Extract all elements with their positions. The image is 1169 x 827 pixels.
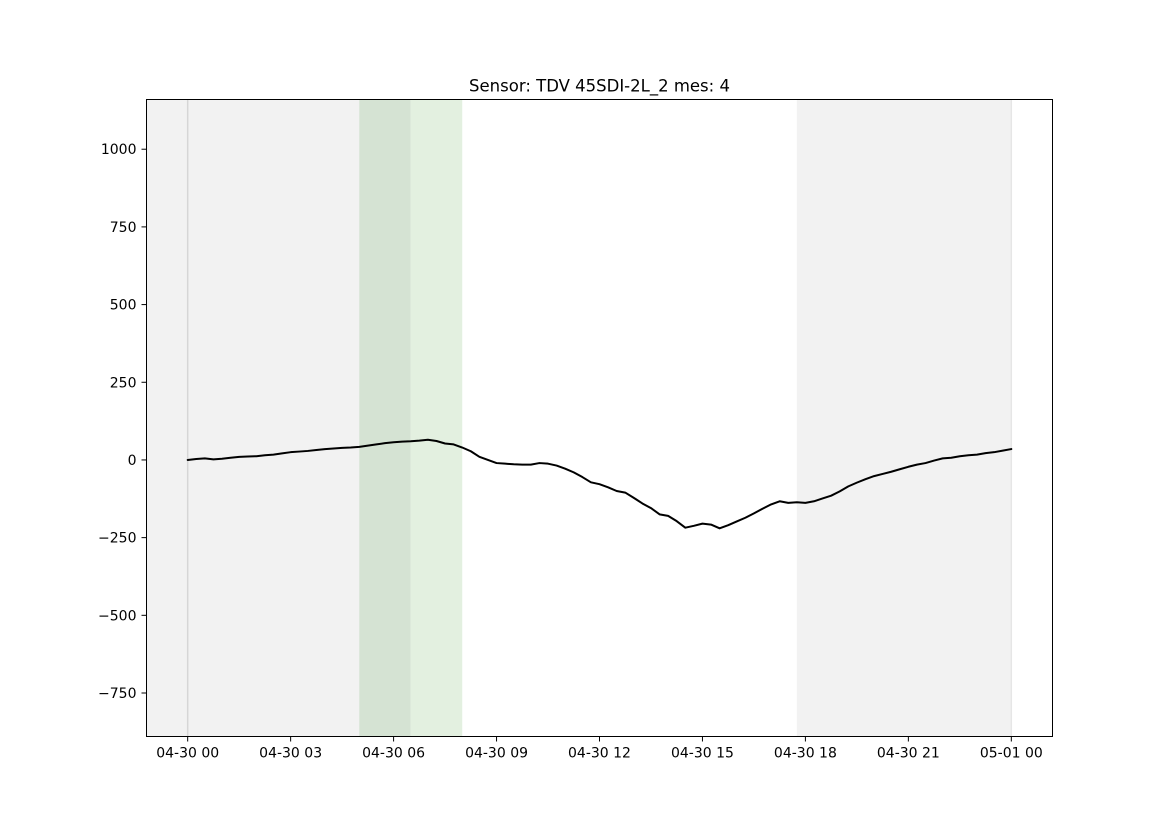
y-tick-label: 0 xyxy=(128,453,137,469)
x-tick-label: 04-30 15 xyxy=(671,746,734,762)
x-tick-label: 04-30 09 xyxy=(465,746,528,762)
x-tick-label: 04-30 06 xyxy=(362,746,425,762)
shaded-region-2 xyxy=(359,99,411,737)
series-line xyxy=(186,438,1013,530)
shaded-region-4 xyxy=(796,99,1012,737)
chart-title: Sensor: TDV 45SDI-2L_2 mes: 4 xyxy=(469,77,730,97)
y-tick-label: 500 xyxy=(110,298,137,314)
vertical-marker-lines xyxy=(186,99,1013,737)
x-axis: 04-30 00 04-30 03 04-30 06 04-30 09 04-30 12… xyxy=(156,736,1043,762)
x-tick-label: 05-01 00 xyxy=(980,746,1043,762)
y-tick-label: 250 xyxy=(110,375,137,391)
shaded-regions xyxy=(146,99,1012,737)
x-tick-label: 04-30 00 xyxy=(156,746,219,762)
y-axis: −750 −500 −250 0 250 500 750 1000 xyxy=(98,142,147,702)
y-tick-label: 1000 xyxy=(101,142,137,158)
y-tick-label: −750 xyxy=(98,686,136,702)
y-tick-label: −250 xyxy=(98,531,136,547)
y-tick-label: 750 xyxy=(110,220,137,236)
x-tick-label: 04-30 18 xyxy=(774,746,837,762)
x-tick-label: 04-30 12 xyxy=(568,746,631,762)
y-tick-label: −500 xyxy=(98,608,136,624)
x-tick-label: 04-30 21 xyxy=(877,746,940,762)
shaded-region-3 xyxy=(410,99,463,737)
x-tick-label: 04-30 03 xyxy=(259,746,322,762)
